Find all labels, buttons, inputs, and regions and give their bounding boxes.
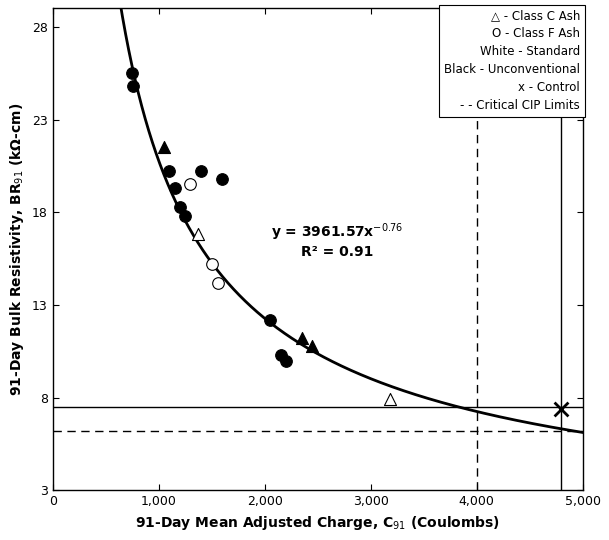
Text: △ - Class C Ash
O - Class F Ash
White - Standard
Black - Unconventional
x - Cont: △ - Class C Ash O - Class F Ash White - … [444, 9, 580, 112]
Point [127, 69, 137, 78]
Point [265, 315, 275, 324]
Point [207, 260, 217, 268]
Point [180, 212, 190, 220]
Point [217, 174, 227, 183]
Point [557, 404, 566, 413]
Y-axis label: 91-Day Bulk Resistivity, BR$_{91}$ (kΩ-cm): 91-Day Bulk Resistivity, BR$_{91}$ (kΩ-c… [9, 103, 26, 396]
Point [276, 350, 286, 359]
Point [196, 167, 206, 176]
Point [170, 184, 180, 192]
Point [164, 167, 174, 176]
X-axis label: 91-Day Mean Adjusted Charge, C$_{91}$ (Coulombs): 91-Day Mean Adjusted Charge, C$_{91}$ (C… [135, 514, 500, 532]
Point [193, 230, 203, 239]
Point [308, 341, 317, 350]
Text: y = 3961.57x$^{-0.76}$
R² = 0.91: y = 3961.57x$^{-0.76}$ R² = 0.91 [270, 221, 403, 259]
Point [213, 278, 223, 287]
Point [281, 356, 290, 365]
Point [175, 202, 185, 211]
Point [186, 180, 195, 189]
Point [297, 334, 306, 342]
Point [385, 395, 395, 404]
Point [128, 82, 138, 91]
Point [159, 143, 169, 152]
